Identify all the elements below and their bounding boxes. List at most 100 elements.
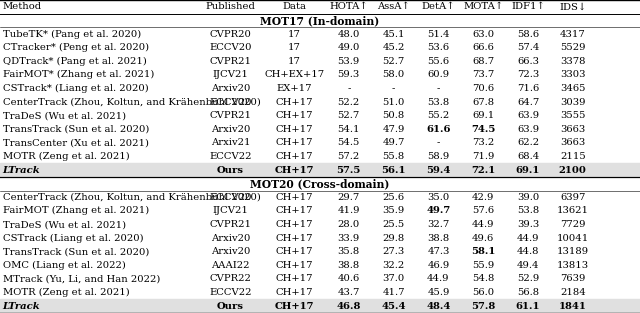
Text: -: - — [392, 84, 396, 93]
Text: 54.8: 54.8 — [472, 275, 494, 284]
Text: 49.6: 49.6 — [472, 233, 494, 243]
Text: 69.1: 69.1 — [516, 166, 540, 175]
Text: 17: 17 — [288, 29, 301, 38]
Text: TransTrack (Sun et al. 2020): TransTrack (Sun et al. 2020) — [3, 125, 149, 134]
Text: CH+17: CH+17 — [276, 207, 313, 215]
Text: 55.8: 55.8 — [383, 152, 404, 161]
Text: -: - — [347, 84, 351, 93]
Text: EX+17: EX+17 — [276, 84, 312, 93]
Text: Ours: Ours — [217, 302, 244, 311]
Text: 3465: 3465 — [560, 84, 586, 93]
Text: 45.4: 45.4 — [381, 302, 406, 311]
Bar — [0, 218, 640, 231]
Text: 3663: 3663 — [560, 138, 586, 147]
Bar — [0, 109, 640, 122]
Text: MOTR (Zeng et al. 2021): MOTR (Zeng et al. 2021) — [3, 152, 129, 161]
Text: CVPR21: CVPR21 — [209, 220, 252, 229]
Text: TubeTK* (Pang et al. 2020): TubeTK* (Pang et al. 2020) — [3, 29, 141, 38]
Text: 3039: 3039 — [560, 98, 586, 106]
Text: 68.7: 68.7 — [472, 57, 494, 66]
Text: 41.9: 41.9 — [337, 207, 360, 215]
Text: -: - — [436, 84, 440, 93]
Bar — [0, 0, 640, 13]
Text: 7729: 7729 — [560, 220, 586, 229]
Text: 44.9: 44.9 — [427, 275, 450, 284]
Text: 25.5: 25.5 — [383, 220, 404, 229]
Text: 52.9: 52.9 — [517, 275, 539, 284]
Text: 51.4: 51.4 — [427, 29, 450, 38]
Text: Ours: Ours — [217, 166, 244, 175]
Text: 74.5: 74.5 — [471, 125, 495, 134]
Text: 68.4: 68.4 — [517, 152, 539, 161]
Text: MTrack (Yu, Li, and Han 2022): MTrack (Yu, Li, and Han 2022) — [3, 275, 160, 284]
Text: 73.2: 73.2 — [472, 138, 494, 147]
Bar — [0, 231, 640, 245]
Text: 3663: 3663 — [560, 125, 586, 134]
Bar — [0, 68, 640, 82]
Text: 56.8: 56.8 — [517, 288, 539, 297]
Text: MOT20 (Cross-domain): MOT20 (Cross-domain) — [250, 178, 390, 189]
Text: 70.6: 70.6 — [472, 84, 494, 93]
Text: 66.6: 66.6 — [472, 43, 494, 52]
Text: CH+17: CH+17 — [275, 166, 314, 175]
Text: 44.8: 44.8 — [516, 247, 540, 256]
Text: FairMOT (Zhang et al. 2021): FairMOT (Zhang et al. 2021) — [3, 206, 149, 215]
Text: ECCV20: ECCV20 — [209, 98, 252, 106]
Text: 1841: 1841 — [559, 302, 587, 311]
Text: 52.7: 52.7 — [338, 111, 360, 120]
Bar — [0, 163, 640, 177]
Text: 54.5: 54.5 — [338, 138, 360, 147]
Text: 58.1: 58.1 — [471, 247, 495, 256]
Text: 60.9: 60.9 — [428, 70, 449, 80]
Text: Arxiv20: Arxiv20 — [211, 233, 250, 243]
Text: CH+17: CH+17 — [276, 193, 313, 202]
Text: Arxiv20: Arxiv20 — [211, 125, 250, 134]
Text: 39.3: 39.3 — [517, 220, 539, 229]
Text: 47.9: 47.9 — [383, 125, 404, 134]
Text: 66.3: 66.3 — [517, 57, 539, 66]
Text: MOTA↑: MOTA↑ — [463, 2, 503, 11]
Text: 55.6: 55.6 — [428, 57, 449, 66]
Text: 25.6: 25.6 — [383, 193, 404, 202]
Text: 7639: 7639 — [560, 275, 586, 284]
Text: CH+17: CH+17 — [276, 98, 313, 106]
Text: CH+17: CH+17 — [276, 275, 313, 284]
Text: ECCV20: ECCV20 — [209, 193, 252, 202]
Text: 5529: 5529 — [560, 43, 586, 52]
Text: DetA↑: DetA↑ — [422, 2, 455, 11]
Text: 13813: 13813 — [557, 261, 589, 270]
Text: 63.0: 63.0 — [472, 29, 494, 38]
Text: 2100: 2100 — [559, 166, 587, 175]
Text: 71.6: 71.6 — [517, 84, 539, 93]
Text: 61.6: 61.6 — [426, 125, 451, 134]
Bar — [0, 177, 640, 191]
Text: MOT17 (In-domain): MOT17 (In-domain) — [260, 15, 380, 26]
Bar — [0, 204, 640, 218]
Text: 48.4: 48.4 — [426, 302, 451, 311]
Text: CH+17: CH+17 — [276, 233, 313, 243]
Text: 49.0: 49.0 — [338, 43, 360, 52]
Text: CH+17: CH+17 — [276, 247, 313, 256]
Text: CTracker* (Peng et al. 2020): CTracker* (Peng et al. 2020) — [3, 43, 148, 52]
Text: CVPR21: CVPR21 — [209, 111, 252, 120]
Text: 57.8: 57.8 — [471, 302, 495, 311]
Text: 50.8: 50.8 — [383, 111, 404, 120]
Text: ECCV22: ECCV22 — [209, 152, 252, 161]
Text: 57.4: 57.4 — [517, 43, 539, 52]
Text: 29.8: 29.8 — [383, 233, 404, 243]
Text: HOTA↑: HOTA↑ — [330, 2, 368, 11]
Text: 40.6: 40.6 — [338, 275, 360, 284]
Text: 47.3: 47.3 — [428, 247, 449, 256]
Text: 35.9: 35.9 — [383, 207, 404, 215]
Text: 32.7: 32.7 — [428, 220, 449, 229]
Text: 38.8: 38.8 — [338, 261, 360, 270]
Text: 52.7: 52.7 — [383, 57, 404, 66]
Text: 53.9: 53.9 — [338, 57, 360, 66]
Text: LTrack: LTrack — [3, 302, 40, 311]
Text: 55.9: 55.9 — [472, 261, 494, 270]
Text: TransCenter (Xu et al. 2021): TransCenter (Xu et al. 2021) — [3, 138, 148, 147]
Text: 39.0: 39.0 — [517, 193, 539, 202]
Text: 49.7: 49.7 — [426, 207, 451, 215]
Text: CSTrack (Liang et al. 2020): CSTrack (Liang et al. 2020) — [3, 233, 143, 243]
Text: 56.1: 56.1 — [381, 166, 406, 175]
